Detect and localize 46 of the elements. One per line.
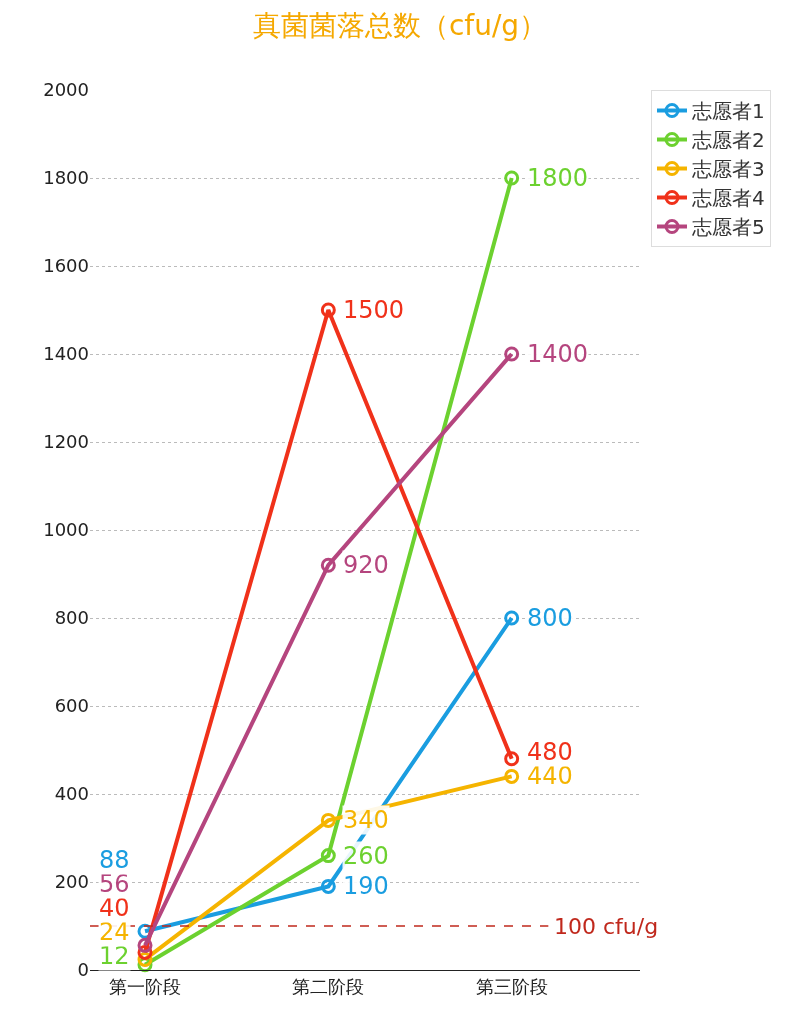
data-label: 190 — [343, 872, 389, 900]
y-tick-label: 400 — [54, 783, 89, 805]
y-tick-label: 1600 — [43, 255, 89, 277]
y-tick-label: 200 — [54, 871, 89, 893]
data-label: 1800 — [527, 164, 589, 192]
data-label: 920 — [343, 551, 389, 579]
ref-line-label: 100 cfu/g — [554, 914, 659, 939]
data-label: 340 — [343, 806, 389, 834]
point — [320, 848, 336, 864]
data-label: 88 — [99, 846, 130, 874]
point — [504, 610, 520, 626]
legend-label: 志愿者5 — [692, 215, 765, 240]
point — [320, 878, 336, 894]
y-tick-label: 2000 — [43, 79, 89, 101]
point — [504, 346, 520, 362]
data-label: 260 — [343, 842, 389, 870]
y-tick-label: 1200 — [43, 431, 89, 453]
data-label: 480 — [527, 738, 573, 766]
point — [320, 302, 336, 318]
y-tick-label: 0 — [77, 959, 89, 981]
x-tick-label: 第三阶段 — [475, 975, 548, 997]
data-label: 800 — [527, 604, 573, 632]
data-label: 40 — [99, 894, 130, 922]
legend-label: 志愿者3 — [692, 157, 765, 182]
x-tick-label: 第一阶段 — [109, 975, 181, 997]
x-tick-label: 第二阶段 — [292, 975, 365, 997]
y-tick-label: 1800 — [43, 167, 89, 189]
point — [504, 170, 520, 186]
point — [320, 812, 336, 828]
point — [320, 557, 336, 573]
y-tick-label: 1000 — [43, 519, 89, 541]
data-label: 24 — [99, 918, 130, 946]
point — [137, 937, 153, 953]
legend-label: 志愿者4 — [692, 186, 765, 211]
y-tick-label: 600 — [54, 695, 89, 717]
chart-title: 真菌菌落总数（cfu/g） — [252, 9, 548, 43]
y-tick-label: 1400 — [43, 343, 89, 365]
point — [504, 751, 520, 767]
data-label: 1400 — [527, 340, 589, 368]
legend-label: 志愿者1 — [692, 99, 765, 124]
data-label: 1500 — [343, 296, 405, 324]
point — [504, 768, 520, 784]
legend-label: 志愿者2 — [692, 128, 765, 153]
data-label: 12 — [99, 942, 130, 970]
data-label: 56 — [99, 870, 130, 898]
y-tick-label: 800 — [54, 607, 89, 629]
